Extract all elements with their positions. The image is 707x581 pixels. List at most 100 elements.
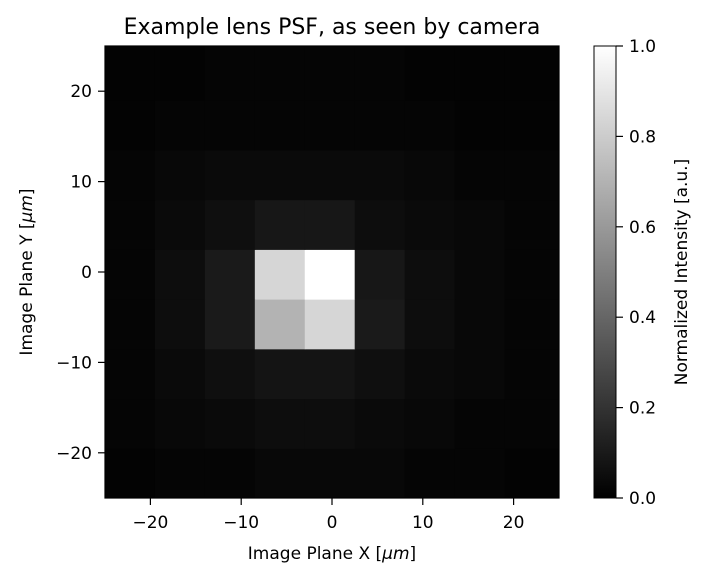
y-tick-label: −20: [56, 444, 92, 464]
heatmap-cell: [254, 299, 306, 350]
heatmap-cell: [154, 100, 206, 151]
heatmap-cell: [105, 398, 156, 449]
heatmap-cell: [254, 199, 306, 250]
heatmap-cell: [354, 398, 406, 449]
heatmap-cell: [204, 100, 256, 151]
heatmap-cell: [254, 149, 306, 201]
heatmap-cell: [204, 448, 256, 499]
colorbar-axis: 0.0 0.2 0.4 0.6 0.8 1.0: [616, 37, 656, 509]
heatmap-cell: [105, 249, 156, 300]
colorbar-tick-label: 0.8: [629, 127, 656, 147]
colorbar-label: Normalized Intensity [a.u.]: [672, 159, 692, 385]
heatmap-cell: [404, 299, 456, 350]
heatmap-cell: [204, 299, 256, 350]
heatmap-cell: [454, 299, 506, 350]
heatmap-cell: [154, 249, 206, 300]
heatmap-cell: [105, 199, 156, 250]
heatmap-cell: [454, 100, 506, 151]
heatmap-cell: [354, 149, 406, 201]
heatmap-cell: [504, 299, 560, 350]
heatmap-cell: [404, 46, 456, 101]
heatmap-cell: [254, 249, 306, 300]
heatmap-cell: [105, 299, 156, 350]
heatmap-cell: [354, 299, 406, 350]
heatmap-cell: [454, 448, 506, 499]
heatmap-cell: [504, 249, 560, 300]
y-axis: −20 −10 0 10 20: [56, 82, 105, 464]
heatmap-cell: [154, 199, 206, 250]
heatmap-cell: [204, 46, 256, 101]
heatmap-cell: [304, 348, 356, 400]
heatmap-cell: [454, 249, 506, 300]
heatmap-cell: [504, 100, 560, 151]
heatmap-cells: [105, 46, 560, 499]
heatmap-cell: [354, 249, 406, 300]
heatmap-cell: [304, 299, 356, 350]
x-axis: −20 −10 0 10 20: [132, 498, 524, 533]
heatmap-cell: [105, 100, 156, 151]
x-tick-label: 20: [503, 513, 525, 533]
x-tick-label: −20: [132, 513, 168, 533]
y-tick-label: 0: [81, 263, 92, 283]
heatmap-cell: [354, 448, 406, 499]
heatmap-cell: [254, 398, 306, 449]
heatmap-cell: [304, 46, 356, 101]
colorbar-tick-label: 0.0: [629, 489, 656, 509]
heatmap-cell: [404, 448, 456, 499]
x-tick-label: 10: [412, 513, 434, 533]
heatmap-cell: [254, 100, 306, 151]
heatmap-cell: [154, 398, 206, 449]
colorbar-tick-label: 1.0: [629, 37, 656, 57]
y-axis-label: Image Plane Y [μm]: [17, 188, 37, 355]
heatmap-cell: [504, 448, 560, 499]
heatmap-cell: [105, 348, 156, 400]
x-tick-label: 0: [327, 513, 338, 533]
colorbar-tick-label: 0.4: [629, 308, 656, 328]
heatmap-cell: [304, 149, 356, 201]
heatmap-cell: [304, 249, 356, 300]
heatmap-cell: [454, 46, 506, 101]
heatmap-cell: [404, 149, 456, 201]
heatmap-cell: [354, 46, 406, 101]
heatmap-cell: [454, 149, 506, 201]
heatmap-cell: [304, 199, 356, 250]
colorbar-tick-label: 0.6: [629, 218, 656, 238]
heatmap-cell: [105, 149, 156, 201]
colorbar: [593, 45, 617, 499]
heatmap-cell: [404, 348, 456, 400]
y-tick-label: 10: [70, 173, 92, 193]
heatmap-cell: [154, 348, 206, 400]
heatmap-cell: [254, 46, 306, 101]
chart-title: Example lens PSF, as seen by camera: [124, 15, 541, 40]
heatmap-cell: [204, 199, 256, 250]
heatmap-cell: [204, 398, 256, 449]
heatmap-cell: [504, 348, 560, 400]
heatmap-cell: [105, 46, 156, 101]
heatmap-cell: [154, 448, 206, 499]
heatmap-cell: [504, 199, 560, 250]
heatmap-cell: [154, 149, 206, 201]
colorbar-tick-label: 0.2: [629, 399, 656, 419]
x-axis-label: Image Plane X [μm]: [248, 544, 416, 564]
heatmap-cell: [254, 448, 306, 499]
heatmap-cell: [254, 348, 306, 400]
y-tick-label: 20: [70, 82, 92, 102]
heatmap-cell: [504, 46, 560, 101]
heatmap-cell: [304, 448, 356, 499]
heatmap-cell: [504, 149, 560, 201]
heatmap-cell: [404, 249, 456, 300]
heatmap-cell: [404, 100, 456, 151]
heatmap-cell: [154, 46, 206, 101]
heatmap-cell: [204, 149, 256, 201]
heatmap-cell: [304, 398, 356, 449]
heatmap-cell: [204, 348, 256, 400]
heatmap-cell: [454, 199, 506, 250]
heatmap-cell: [204, 249, 256, 300]
heatmap-cell: [354, 348, 406, 400]
heatmap-cell: [504, 398, 560, 449]
y-tick-label: −10: [56, 353, 92, 373]
x-tick-label: −10: [223, 513, 259, 533]
heatmap-cell: [154, 299, 206, 350]
heatmap-cell: [354, 199, 406, 250]
